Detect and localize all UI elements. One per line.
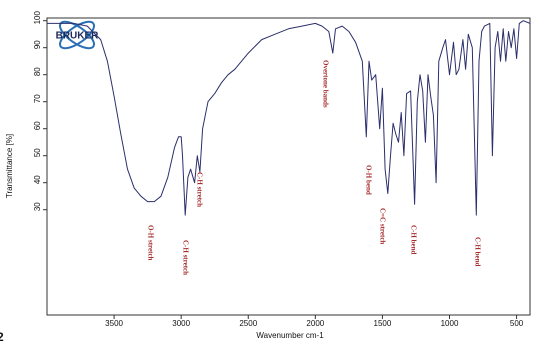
y-tick-label: 100 — [33, 10, 42, 24]
annotation: C-H stretch — [195, 172, 203, 207]
x-tick-label: 1000 — [441, 319, 459, 328]
x-axis-title: Wavenumber cm-1 — [256, 331, 324, 340]
y-tick-label: 30 — [33, 202, 42, 211]
x-tick-label: 1500 — [374, 319, 392, 328]
y-tick-label: 50 — [33, 148, 42, 157]
annotation: O-H bend — [364, 165, 372, 195]
y-tick-label: 70 — [33, 94, 42, 103]
x-tick-label: 3000 — [172, 319, 190, 328]
x-tick-label: 2000 — [306, 319, 324, 328]
corner-label: 2 — [0, 330, 4, 343]
annotation: C-H bend — [473, 237, 481, 266]
logo-ring — [58, 20, 96, 50]
annotation: C-H bend — [409, 225, 417, 254]
annotation: C=C stretch — [378, 208, 386, 244]
logo-text: BRUKER — [56, 31, 100, 42]
y-tick-label: 90 — [33, 40, 42, 49]
annotation: Overtone bands — [321, 60, 329, 108]
annotation: O-H stretch — [146, 225, 154, 261]
x-tick-label: 2500 — [239, 319, 257, 328]
annotation: C-H stretch — [181, 240, 189, 275]
y-tick-label: 40 — [33, 175, 42, 184]
spectrum-line — [47, 20, 531, 216]
x-tick-label: 3500 — [105, 319, 123, 328]
y-tick-label: 80 — [33, 67, 42, 76]
plot-frame — [46, 17, 531, 316]
y-axis-title: Transmittance [%] — [5, 134, 14, 198]
x-tick-label: 500 — [510, 319, 524, 328]
y-tick-label: 60 — [33, 121, 42, 130]
